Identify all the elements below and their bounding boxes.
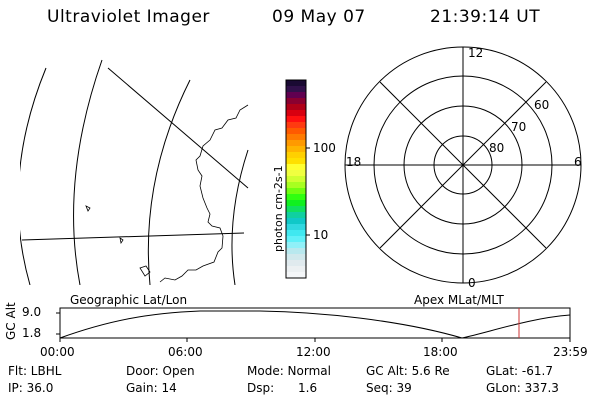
mlt-label-6: 6 (574, 155, 582, 169)
latitude-arc-4 (231, 149, 249, 285)
island-1 (85, 205, 91, 212)
ip-info: IP: 36.0 (8, 381, 54, 395)
mlt-label-18: 18 (346, 155, 362, 169)
y-tick-min: 1.8 (22, 326, 42, 340)
meridian-line-2 (21, 232, 245, 241)
latitude-arc-3 (147, 79, 191, 285)
timeline-right-title: Apex MLat/MLT (414, 293, 504, 307)
coastline (159, 104, 249, 283)
dsp-value: 1.6 (298, 381, 318, 395)
colorbar-label: photon cm-2s-1 (272, 165, 285, 252)
timeline-left-title: Geographic Lat/Lon (70, 293, 188, 307)
colorbar-tick-100: 100 (313, 141, 336, 155)
timeline-y-label: GC Alt (4, 302, 18, 340)
gain-info: Gain: 14 (126, 381, 177, 395)
date-label: 09 May 07 (272, 7, 366, 27)
seq-info: Seq: 39 (366, 381, 412, 395)
latitude-arc-1 (20, 67, 47, 285)
meridian-line (107, 67, 249, 189)
x-tick-1800: 18:00 (423, 345, 458, 359)
filter-info: Flt: LBHL (8, 364, 62, 378)
colorbar-tick-10: 10 (313, 228, 329, 242)
time-label: 21:39:14 UT (430, 7, 541, 27)
door-info: Door: Open (126, 364, 195, 378)
y-tick-max: 9.0 (22, 305, 42, 319)
lat-label-60: 60 (534, 98, 550, 112)
altitude-curve (59, 310, 571, 339)
geographic-map (20, 59, 249, 285)
x-tick-1200: 12:00 (296, 345, 331, 359)
lat-label-70: 70 (511, 120, 527, 134)
latitude-arc-2 (73, 59, 103, 285)
polar-plot (344, 46, 582, 284)
timeline-frame (59, 307, 571, 339)
island-3 (119, 237, 124, 245)
mode-info: Mode: Normal (247, 364, 331, 378)
mlt-label-0: 0 (468, 276, 476, 290)
dsp-label: Dsp: (247, 381, 275, 395)
timeline-plot (56, 307, 571, 342)
x-tick-0000: 00:00 (40, 345, 75, 359)
mlt-line-diag-2 (379, 81, 547, 249)
instrument-title: Ultraviolet Imager (47, 7, 210, 27)
colorbar-scale (285, 79, 310, 279)
gc-alt-info: GC Alt: 5.6 Re (366, 364, 450, 378)
island-2 (139, 265, 151, 277)
glon-info: GLon: 337.3 (486, 381, 559, 395)
x-tick-0600: 06:00 (168, 345, 203, 359)
x-tick-2359: 23:59 (553, 345, 588, 359)
mlt-label-12: 12 (468, 46, 484, 60)
lat-label-80: 80 (489, 141, 505, 155)
glat-info: GLat: -61.7 (486, 364, 553, 378)
